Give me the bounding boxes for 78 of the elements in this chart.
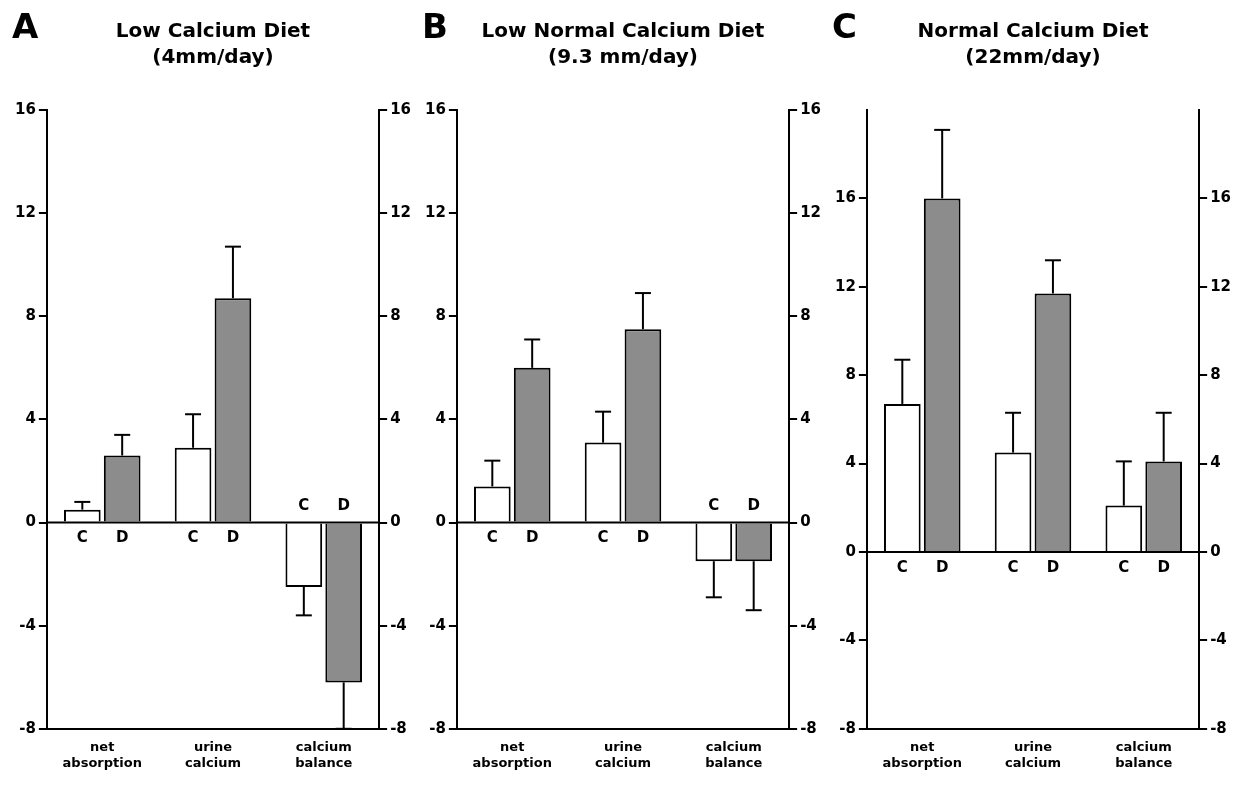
text: C <box>1007 557 1019 576</box>
y2-tick-label: 8 <box>1210 365 1221 384</box>
y2-tick-label: 0 <box>390 512 401 531</box>
y2-tick-label: -8 <box>800 718 817 737</box>
text: C <box>708 496 720 515</box>
y2-tick-label: -8 <box>1210 718 1227 737</box>
text: D <box>636 528 650 547</box>
x-tick-label: urine calcium <box>1005 738 1061 770</box>
y-tick-label: 8 <box>435 306 446 325</box>
y-tick-label: 0 <box>845 541 856 560</box>
x-tick-label: net absorption <box>62 738 142 770</box>
chart-title: Low Calcium Diet <box>115 18 311 43</box>
chart-title: Low Normal Calcium Diet <box>481 18 765 43</box>
series-label: D <box>525 528 539 547</box>
y2-tick-label: 8 <box>390 306 401 325</box>
y-tick-label: 0 <box>435 512 446 531</box>
y2-tick-label: 4 <box>390 409 401 428</box>
y-tick-label: -8 <box>429 718 446 737</box>
y-tick-label: 4 <box>25 409 36 428</box>
y2-tick-label: 4 <box>800 409 811 428</box>
y-tick-label: 16 <box>835 188 856 207</box>
y2-tick-label: 0 <box>800 512 811 531</box>
x-tick-label: net absorption <box>882 738 962 770</box>
y-tick-label: 16 <box>15 99 36 118</box>
series-label: C <box>896 557 908 576</box>
series-label: D <box>935 557 949 576</box>
text: D <box>1157 557 1170 576</box>
x-tick-label: net absorption <box>472 738 552 770</box>
y-tick-label: 8 <box>845 365 856 384</box>
y2-tick-label: 4 <box>1210 453 1221 472</box>
x-tick-label: calcium balance <box>705 738 763 770</box>
y-tick-label: -4 <box>839 630 856 649</box>
x-tick-label: calcium balance <box>1115 738 1173 770</box>
y-tick-label: 12 <box>425 203 446 222</box>
y-tick-label: -8 <box>839 718 856 737</box>
y2-tick-label: 0 <box>1210 541 1221 560</box>
text: D <box>226 528 240 547</box>
chart-title: Normal Calcium Diet <box>917 18 1149 43</box>
series-label: D <box>115 528 129 547</box>
y-tick-label: -8 <box>19 718 36 737</box>
y2-tick-label: -4 <box>390 615 407 634</box>
text: A <box>12 5 39 46</box>
chart-subtitle: (9.3 mm/day) <box>548 44 698 69</box>
y2-tick-label: 16 <box>800 99 821 118</box>
y2-tick-label: 12 <box>1210 276 1231 295</box>
y2-tick-label: 16 <box>390 99 411 118</box>
y-tick-label: 12 <box>835 276 856 295</box>
y2-tick-label: -4 <box>800 615 817 634</box>
y2-tick-label: 8 <box>800 306 811 325</box>
y2-tick-label: 16 <box>1210 188 1231 207</box>
y-tick-label: 4 <box>845 453 856 472</box>
y-tick-label: 12 <box>15 203 36 222</box>
text: B <box>422 5 448 46</box>
y-tick-label: -4 <box>429 615 446 634</box>
y-tick-label: -4 <box>19 615 36 634</box>
series-label: C <box>486 528 498 547</box>
text: D <box>1046 557 1060 576</box>
text: C <box>832 5 857 46</box>
y2-tick-label: 12 <box>390 203 411 222</box>
x-tick-label: urine calcium <box>595 738 651 770</box>
y-tick-label: 0 <box>25 512 36 531</box>
text: C <box>298 496 310 515</box>
x-tick-label: urine calcium <box>185 738 241 770</box>
y2-tick-label: 12 <box>800 203 821 222</box>
text: D <box>337 496 350 515</box>
y2-tick-label: -4 <box>1210 630 1227 649</box>
x-tick-label: calcium balance <box>295 738 353 770</box>
chart-subtitle: (4mm/day) <box>152 44 274 69</box>
y-tick-label: 8 <box>25 306 36 325</box>
text: C <box>187 528 199 547</box>
y-tick-label: 16 <box>425 99 446 118</box>
text: C <box>597 528 609 547</box>
text: C <box>1118 557 1130 576</box>
y-tick-label: 4 <box>435 409 446 428</box>
series-label: C <box>76 528 88 547</box>
text: D <box>747 496 760 515</box>
chart-subtitle: (22mm/day) <box>965 44 1101 69</box>
y2-tick-label: -8 <box>390 718 407 737</box>
